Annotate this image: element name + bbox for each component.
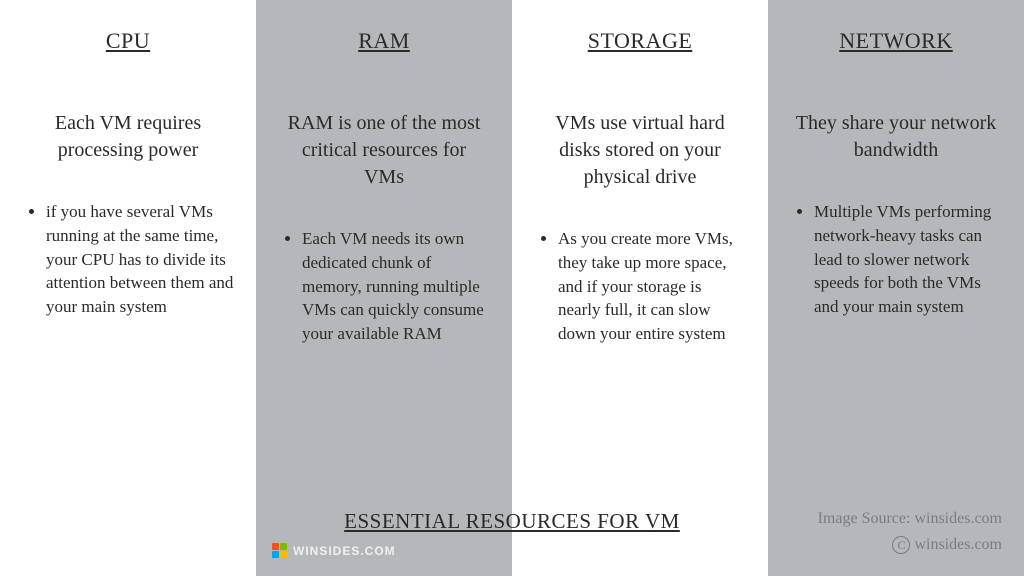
image-source-text: Image Source: winsides.com	[818, 510, 1002, 528]
column-subtitle: Each VM requires processing power	[22, 110, 234, 164]
column-subtitle: RAM is one of the most critical resource…	[278, 110, 490, 191]
bullet-item: if you have several VMs running at the s…	[46, 200, 234, 319]
logo-tile	[272, 551, 279, 558]
bullet-item: Multiple VMs performing network-heavy ta…	[814, 200, 1002, 319]
logo-tile	[272, 543, 279, 550]
column-bullets: Multiple VMs performing network-heavy ta…	[790, 200, 1002, 327]
bullet-item: Each VM needs its own dedicated chunk of…	[302, 227, 490, 346]
logo-tile	[280, 551, 287, 558]
column-bullets: Each VM needs its own dedicated chunk of…	[278, 227, 490, 354]
column-network: NETWORK They share your network bandwidt…	[768, 0, 1024, 576]
column-title: NETWORK	[790, 28, 1002, 54]
column-title: STORAGE	[534, 28, 746, 54]
column-ram: RAM RAM is one of the most critical reso…	[256, 0, 512, 576]
column-subtitle: They share your network bandwidth	[790, 110, 1002, 164]
logo-text: WINSIDES.COM	[293, 544, 396, 558]
copyright-text: winsides.com	[914, 536, 1002, 554]
winsides-logo: WINSIDES.COM	[272, 543, 396, 558]
windows-logo-icon	[272, 543, 287, 558]
bullet-item: As you create more VMs, they take up mor…	[558, 227, 746, 346]
copyright-icon: C	[892, 536, 910, 554]
column-title: RAM	[278, 28, 490, 54]
column-cpu: CPU Each VM requires processing power if…	[0, 0, 256, 576]
column-title: CPU	[22, 28, 234, 54]
columns-container: CPU Each VM requires processing power if…	[0, 0, 1024, 576]
column-storage: STORAGE VMs use virtual hard disks store…	[512, 0, 768, 576]
column-subtitle: VMs use virtual hard disks stored on you…	[534, 110, 746, 191]
logo-tile	[280, 543, 287, 550]
copyright: C winsides.com	[892, 536, 1002, 554]
column-bullets: if you have several VMs running at the s…	[22, 200, 234, 327]
column-bullets: As you create more VMs, they take up mor…	[534, 227, 746, 354]
